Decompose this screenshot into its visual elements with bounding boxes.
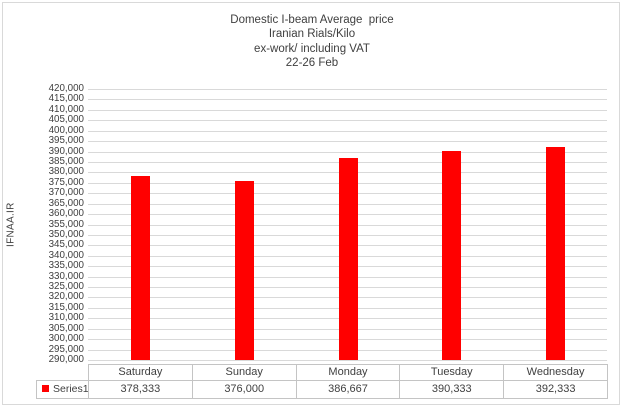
chart-title-line-4: 22-26 Feb	[285, 56, 339, 69]
legend-marker-icon	[42, 384, 49, 392]
legend-label: Series1	[53, 383, 89, 395]
gridline	[88, 99, 607, 100]
gridline	[88, 131, 607, 132]
gridline	[88, 110, 607, 111]
gridline	[88, 120, 607, 121]
table-day-cell: Sunday	[191, 364, 297, 381]
data-table-corner-cell	[37, 365, 89, 381]
chart-title-line-3: ex-work/ including VAT	[254, 42, 370, 55]
table-value-cell: 376,000	[191, 380, 297, 399]
bar-monday	[339, 158, 358, 360]
y-axis-title: IFNAA.IR	[5, 202, 17, 247]
data-table-header-row: Saturday Sunday Monday Tuesday Wednesday	[37, 364, 608, 381]
plot-area	[88, 89, 607, 361]
bar-saturday	[131, 176, 150, 360]
table-value-cell: 392,333	[503, 380, 608, 399]
gridline	[88, 152, 607, 153]
table-value-cell: 390,333	[399, 380, 505, 399]
bar-tuesday	[442, 151, 461, 360]
table-day-cell: Wednesday	[503, 364, 608, 381]
bar-wednesday	[546, 147, 565, 360]
chart-title: Domestic I-beam Average price Iranian Ri…	[0, 13, 624, 70]
data-table: Saturday Sunday Monday Tuesday Wednesday Ser…	[36, 364, 608, 399]
chart-title-line-2: Iranian Rials/Kilo	[268, 28, 356, 41]
table-day-cell: Tuesday	[399, 364, 505, 381]
table-value-cell: 378,333	[88, 380, 193, 399]
chart-area-border	[2, 2, 620, 405]
table-day-cell: Saturday	[88, 364, 193, 381]
table-value-cell: 386,667	[295, 380, 401, 399]
gridline	[88, 89, 607, 90]
legend-cell: Series1	[36, 380, 89, 399]
gridline	[88, 360, 607, 361]
data-table-value-row: Series1 378,333 376,000 386,667 390,333 392,…	[36, 380, 608, 399]
bar-sunday	[235, 181, 254, 360]
chart-title-line-1: Domestic I-beam Average price	[230, 14, 394, 26]
gridline	[88, 141, 607, 142]
table-day-cell: Monday	[295, 364, 401, 381]
